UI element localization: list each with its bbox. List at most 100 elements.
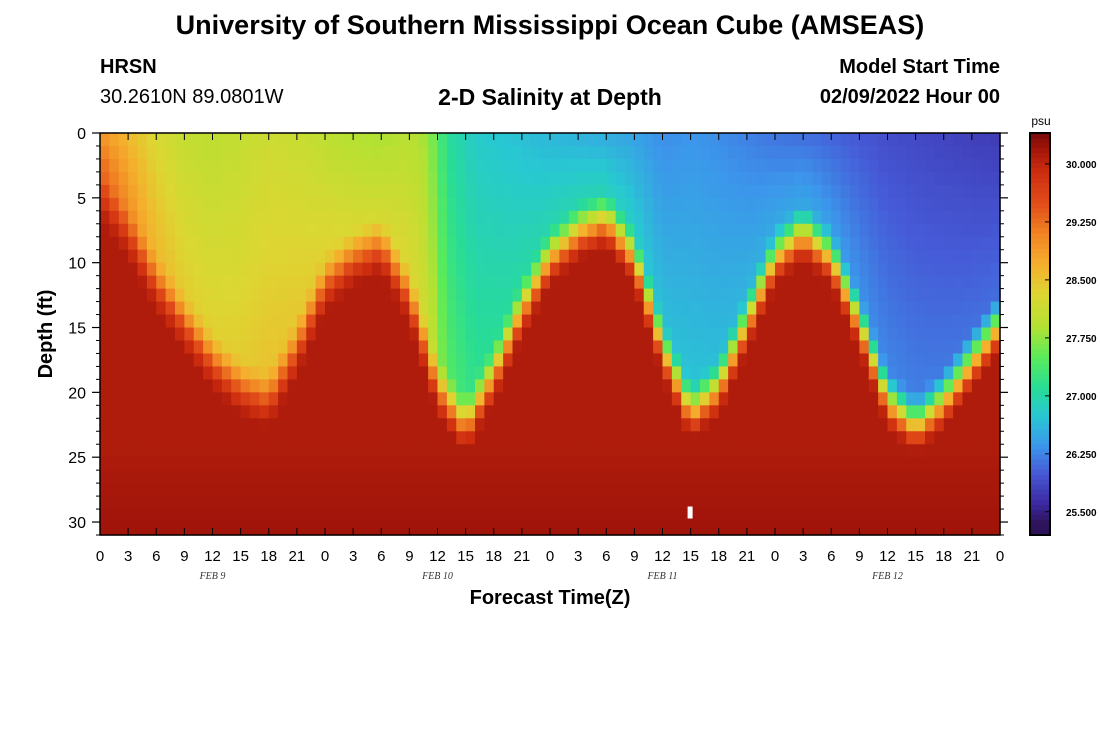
heatmap-cell	[381, 405, 392, 419]
heatmap-cell	[493, 418, 504, 432]
heatmap-cell	[615, 444, 626, 458]
heatmap-cell	[953, 210, 964, 225]
heatmap-cell	[456, 392, 467, 406]
heatmap-cell	[784, 444, 795, 458]
heatmap-cell	[203, 431, 214, 445]
heatmap-cell	[100, 431, 110, 445]
heatmap-cell	[156, 145, 167, 160]
heatmap-cell	[334, 223, 345, 238]
heatmap-cell	[100, 301, 110, 316]
x-tick-label: 0	[321, 548, 329, 565]
heatmap-cell	[850, 314, 860, 329]
heatmap-cell	[512, 522, 523, 536]
heatmap-cell	[812, 522, 823, 536]
heatmap-cell	[184, 288, 195, 303]
heatmap-cell	[962, 288, 973, 303]
heatmap-cell	[428, 353, 439, 368]
heatmap-cell	[221, 327, 232, 342]
heatmap-cell	[493, 366, 504, 380]
heatmap-cell	[268, 366, 279, 380]
heatmap-cell	[259, 314, 270, 329]
heatmap-cell	[821, 314, 832, 329]
heatmap-cell	[259, 171, 270, 186]
heatmap-cell	[531, 171, 542, 186]
heatmap-cell	[193, 496, 204, 510]
heatmap-cell	[812, 496, 823, 510]
heatmap-cell	[240, 171, 251, 186]
heatmap-cell	[390, 444, 401, 458]
heatmap-cell	[109, 418, 120, 432]
heatmap-cell	[221, 405, 232, 419]
heatmap-cell	[550, 133, 560, 147]
heatmap-cell	[231, 184, 242, 199]
heatmap-cell	[700, 470, 710, 484]
heatmap-cell	[775, 496, 785, 510]
heatmap-cell	[353, 288, 364, 303]
heatmap-cell	[128, 418, 139, 432]
heatmap-cell	[643, 171, 654, 186]
heatmap-cell	[850, 171, 860, 186]
heatmap-cell	[100, 353, 110, 368]
heatmap-cell	[859, 236, 870, 251]
heatmap-cell	[587, 210, 598, 225]
heatmap-cell	[484, 288, 495, 303]
heatmap-cell	[765, 522, 776, 536]
heatmap-cell	[578, 379, 589, 393]
heatmap-cell	[540, 522, 551, 536]
x-tick-label: 18	[935, 548, 952, 565]
heatmap-cell	[643, 392, 654, 406]
heatmap-cell	[437, 509, 448, 523]
heatmap-cell	[653, 133, 664, 147]
heatmap-cell	[840, 327, 851, 342]
heatmap-cell	[728, 145, 739, 160]
heatmap-cell	[456, 249, 467, 264]
heatmap-cell	[587, 197, 598, 212]
heatmap-cell	[709, 418, 720, 432]
heatmap-cell	[193, 275, 204, 290]
heatmap-cell	[146, 314, 157, 329]
heatmap-cell	[840, 522, 851, 536]
heatmap-cell	[981, 483, 992, 497]
heatmap-cell	[400, 509, 410, 523]
heatmap-cell	[840, 133, 851, 147]
heatmap-cell	[653, 509, 664, 523]
heatmap-cell	[278, 314, 289, 329]
heatmap-cell	[165, 288, 176, 303]
x-tick-label: 15	[682, 548, 699, 565]
heatmap-cell	[981, 133, 992, 147]
heatmap-cell	[943, 223, 954, 238]
heatmap-cell	[596, 197, 607, 212]
heatmap-cell	[709, 405, 720, 419]
heatmap-cell	[718, 288, 729, 303]
heatmap-cell	[746, 171, 757, 186]
heatmap-cell	[146, 366, 157, 380]
heatmap-cell	[437, 262, 448, 277]
heatmap-cell	[559, 379, 570, 393]
heatmap-cell	[446, 366, 457, 380]
heatmap-cell	[512, 158, 523, 173]
heatmap-cell	[765, 496, 776, 510]
heatmap-cell	[521, 249, 532, 264]
heatmap-cell	[568, 301, 579, 316]
heatmap-cell	[737, 509, 748, 523]
heatmap-cell	[971, 457, 982, 471]
heatmap-cell	[709, 145, 720, 160]
heatmap-cell	[156, 366, 167, 380]
heatmap-cell	[803, 210, 814, 225]
heatmap-cell	[821, 353, 832, 368]
heatmap-cell	[428, 340, 439, 355]
heatmap-cell	[990, 340, 1001, 355]
heatmap-cell	[400, 314, 410, 329]
heatmap-cell	[737, 457, 748, 471]
heatmap-cell	[203, 392, 214, 406]
heatmap-cell	[634, 405, 645, 419]
heatmap-cell	[625, 145, 635, 160]
heatmap-cell	[100, 457, 110, 471]
heatmap-cell	[587, 379, 598, 393]
heatmap-cell	[231, 379, 242, 393]
heatmap-cell	[859, 457, 870, 471]
heatmap-cell	[981, 288, 992, 303]
heatmap-cell	[550, 470, 560, 484]
heatmap-cell	[850, 457, 860, 471]
heatmap-cell	[371, 496, 382, 510]
